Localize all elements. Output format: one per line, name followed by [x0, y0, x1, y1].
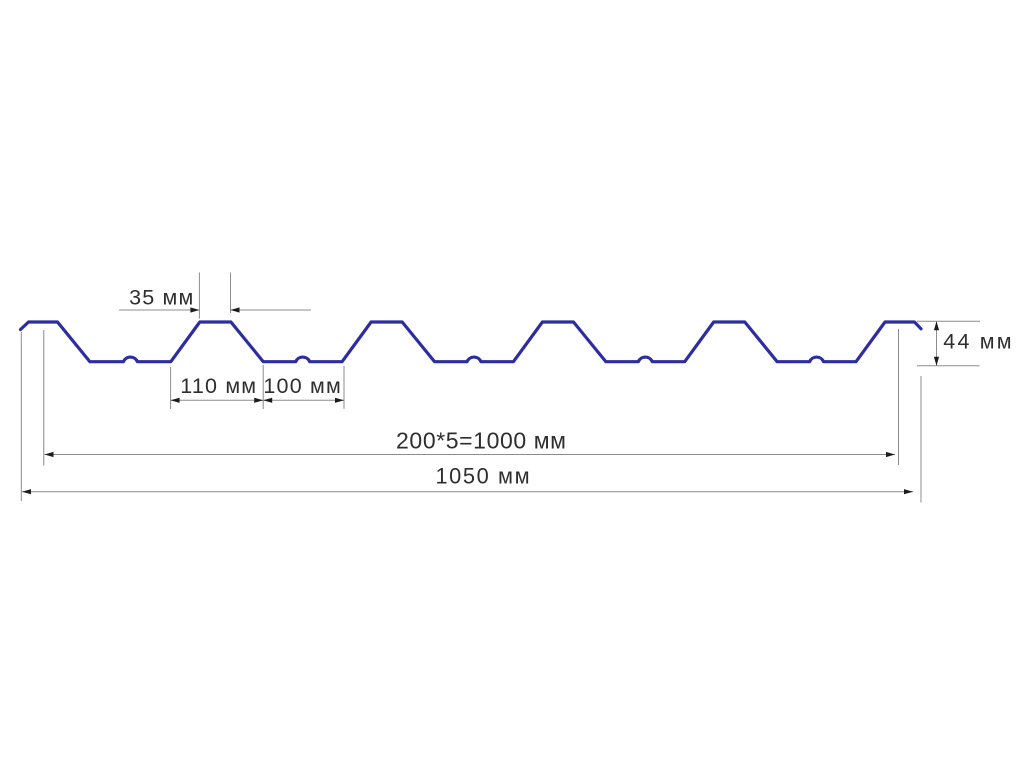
svg-text:110 мм: 110 мм [180, 374, 257, 398]
svg-text:200*5=1000 мм: 200*5=1000 мм [396, 427, 567, 453]
svg-text:1050 мм: 1050 мм [435, 463, 531, 488]
svg-text:35 мм: 35 мм [129, 286, 194, 310]
svg-text:100 мм: 100 мм [263, 374, 342, 398]
svg-text:44 мм: 44 мм [943, 329, 1013, 353]
